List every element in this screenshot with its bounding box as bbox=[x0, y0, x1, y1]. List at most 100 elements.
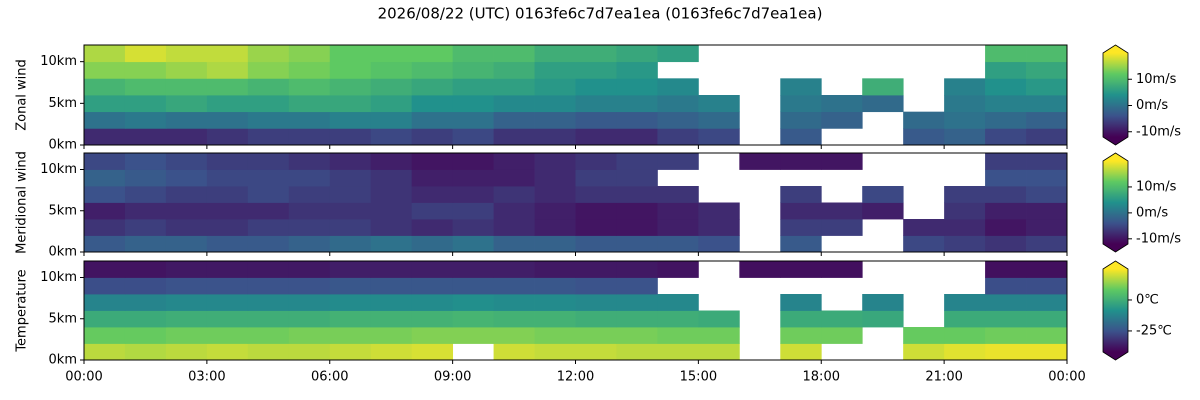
y-axis-label: Meridional wind bbox=[15, 151, 30, 254]
heat-cell bbox=[534, 95, 576, 113]
heat-cell bbox=[411, 261, 454, 278]
heat-cell bbox=[370, 327, 413, 344]
heat-cell bbox=[575, 78, 617, 96]
heat-cell bbox=[206, 202, 249, 220]
heat-cell bbox=[698, 202, 740, 220]
heat-cell bbox=[575, 111, 617, 129]
heat-cell bbox=[288, 261, 331, 278]
y-axis-label: Temperature bbox=[15, 269, 30, 352]
heat-cell bbox=[821, 153, 863, 170]
x-tick-label: 21:00 bbox=[925, 370, 962, 385]
heat-cell bbox=[411, 277, 454, 295]
heat-cell bbox=[452, 61, 494, 79]
heat-cell bbox=[124, 128, 167, 146]
heat-cell bbox=[780, 327, 822, 344]
heat-cell bbox=[575, 277, 617, 295]
heat-cell bbox=[903, 327, 945, 344]
heat-cell bbox=[534, 169, 576, 187]
y-tick-label: 0km bbox=[49, 353, 77, 368]
heat-cell bbox=[534, 235, 576, 253]
heat-cell bbox=[493, 219, 535, 236]
heat-cell bbox=[329, 343, 372, 361]
heat-cell bbox=[780, 202, 822, 220]
heat-cell bbox=[206, 219, 249, 236]
colorbar-extend-bottom bbox=[1103, 352, 1128, 360]
heat-cell bbox=[329, 219, 372, 236]
heat-cell bbox=[1026, 128, 1068, 146]
heat-cell bbox=[288, 202, 331, 220]
heat-cell bbox=[985, 327, 1027, 344]
x-tick-label: 03:00 bbox=[188, 370, 225, 385]
heat-cell bbox=[657, 153, 699, 170]
heat-cell bbox=[657, 327, 699, 344]
heat-cell bbox=[247, 261, 290, 278]
heat-cell bbox=[84, 128, 126, 146]
heat-cell bbox=[616, 111, 658, 129]
heat-cell bbox=[124, 261, 167, 278]
heat-cell bbox=[247, 219, 290, 236]
heat-cell bbox=[493, 61, 535, 79]
heat-cell bbox=[616, 327, 658, 344]
heat-cell bbox=[165, 45, 208, 63]
heat-cell bbox=[657, 343, 699, 361]
heat-cell bbox=[206, 277, 249, 295]
heat-cell bbox=[944, 78, 986, 96]
heat-cell bbox=[534, 61, 576, 79]
heat-cell bbox=[452, 128, 494, 146]
heat-cell bbox=[575, 169, 617, 187]
heat-cell bbox=[985, 128, 1027, 146]
heat-cell bbox=[370, 78, 413, 96]
heat-cell bbox=[84, 310, 126, 328]
heat-cell bbox=[493, 169, 535, 187]
heat-cell bbox=[124, 294, 167, 311]
heat-cell bbox=[534, 327, 576, 344]
heat-cell bbox=[780, 128, 822, 146]
heat-cell bbox=[370, 294, 413, 311]
heat-cell bbox=[370, 235, 413, 253]
heat-cell bbox=[575, 186, 617, 203]
heat-cell bbox=[370, 169, 413, 187]
heat-cell bbox=[985, 153, 1027, 170]
heat-cell bbox=[452, 235, 494, 253]
heat-cell bbox=[657, 310, 699, 328]
heat-cell bbox=[84, 111, 126, 129]
heat-cell bbox=[1026, 343, 1068, 361]
heat-cell bbox=[739, 153, 781, 170]
heat-cell bbox=[944, 111, 986, 129]
heat-cell bbox=[84, 61, 126, 79]
heat-cell bbox=[370, 261, 413, 278]
heat-cell bbox=[944, 128, 986, 146]
heat-cell bbox=[165, 111, 208, 129]
heat-cell bbox=[206, 153, 249, 170]
colorbar-extend-top bbox=[1103, 45, 1128, 53]
heat-cell bbox=[329, 153, 372, 170]
heat-cell bbox=[206, 186, 249, 203]
colorbar-extend-top bbox=[1103, 261, 1128, 269]
heat-cell bbox=[452, 310, 494, 328]
heat-cell bbox=[862, 202, 904, 220]
heat-cell bbox=[493, 294, 535, 311]
heat-cell bbox=[247, 186, 290, 203]
heat-cell bbox=[206, 45, 249, 63]
heat-cell bbox=[657, 128, 699, 146]
colorbar-tick-label: 0℃ bbox=[1136, 292, 1159, 307]
heat-cell bbox=[780, 235, 822, 253]
heat-cell bbox=[985, 78, 1027, 96]
heat-cell bbox=[165, 327, 208, 344]
heat-cell bbox=[370, 202, 413, 220]
heat-cell bbox=[944, 294, 986, 311]
heat-cell bbox=[534, 111, 576, 129]
heat-cell bbox=[247, 45, 290, 63]
heat-cell bbox=[493, 235, 535, 253]
heat-cell bbox=[534, 219, 576, 236]
heat-cell bbox=[616, 186, 658, 203]
colorbar-tick-label: 0m/s bbox=[1136, 98, 1168, 113]
heat-cell bbox=[165, 186, 208, 203]
heat-cell bbox=[329, 169, 372, 187]
heat-cell bbox=[124, 235, 167, 253]
heat-cell bbox=[329, 202, 372, 220]
heat-cell bbox=[698, 310, 740, 328]
heat-cell bbox=[84, 219, 126, 236]
colorbar-tick-label: 0m/s bbox=[1136, 205, 1168, 220]
heat-cell bbox=[411, 202, 454, 220]
